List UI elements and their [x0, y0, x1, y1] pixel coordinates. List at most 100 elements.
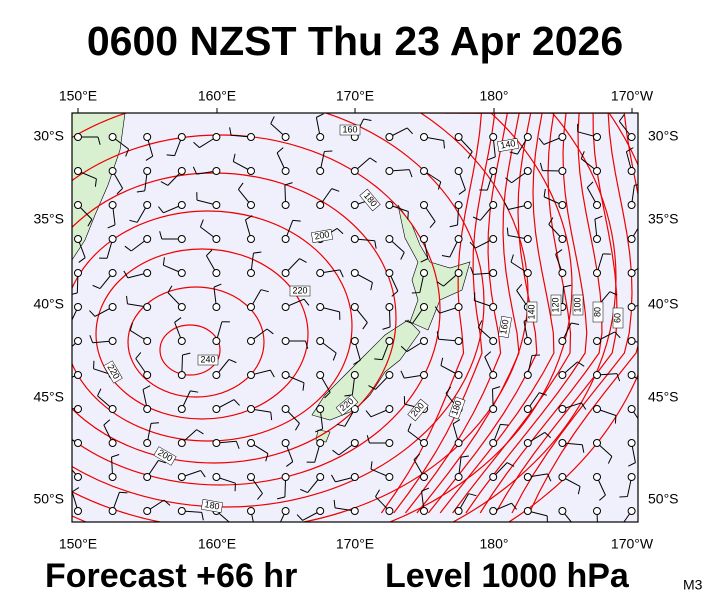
barb-feather: [577, 361, 585, 367]
barb-station: [74, 405, 82, 413]
barb-station: [489, 405, 498, 413]
barb-feather: [126, 295, 128, 304]
lat-label-right: 35°S: [648, 211, 679, 227]
barb-station: [177, 201, 186, 209]
barb-station: [143, 201, 152, 209]
barb-feather: [548, 217, 554, 225]
barb-feather: [94, 178, 97, 187]
barb-feather: [441, 255, 450, 258]
barb-feather: [468, 493, 477, 497]
barb-station: [385, 371, 394, 379]
barb-feather: [270, 412, 273, 421]
barb-feather: [443, 140, 445, 149]
contour-label: 220: [289, 285, 311, 297]
barb-feather: [400, 370, 405, 379]
barb-feather: [129, 322, 133, 331]
barb-station: [281, 167, 290, 175]
barb-feather: [333, 499, 336, 508]
barb-station: [454, 371, 463, 379]
barb-feather: [72, 487, 80, 493]
contour-label-box: [407, 398, 429, 422]
barb-station: [247, 507, 255, 515]
barb-feather: [55, 375, 60, 382]
barb-station: [350, 201, 359, 209]
barb-station: [316, 167, 325, 175]
barb-feather: [500, 423, 509, 426]
contour-label: 120: [550, 294, 562, 316]
barb-feather: [504, 202, 509, 210]
lat-label-right: 45°S: [648, 389, 679, 405]
isobar: [511, 113, 633, 514]
barb-station: [212, 371, 221, 379]
barb-feather: [269, 528, 277, 529]
contour-label-text: 140: [500, 138, 517, 150]
barb-station: [593, 201, 601, 209]
barb-feather: [89, 310, 96, 317]
barb-feather: [469, 241, 476, 249]
barb-station: [627, 133, 636, 141]
barb-feather: [363, 118, 372, 121]
lon-label-bottom: 150°E: [59, 536, 97, 552]
barb-station: [316, 439, 325, 447]
barb-station: [108, 167, 117, 175]
lon-label-top: 170°W: [611, 88, 654, 104]
barb-feather: [160, 181, 169, 186]
barb-station: [489, 269, 498, 277]
barb-feather: [336, 423, 345, 427]
barb-feather: [452, 419, 461, 425]
contour-label-box: [550, 294, 562, 316]
barb-station: [420, 167, 428, 175]
contour-label-box: [612, 307, 624, 329]
barb-feather: [492, 386, 501, 390]
barb-feather: [581, 402, 587, 410]
barb-station: [212, 167, 221, 175]
barb-station: [247, 201, 255, 209]
barb-station: [627, 439, 636, 447]
barb-feather: [477, 320, 483, 328]
barb-feather: [577, 486, 581, 495]
barb-feather: [129, 219, 138, 223]
barb-station: [143, 235, 152, 243]
barb-feather: [119, 491, 128, 494]
barb-feather: [618, 114, 625, 122]
barb-feather: [65, 455, 70, 462]
barb-station: [489, 439, 498, 447]
barb-station: [558, 167, 567, 175]
barb-station: [385, 235, 394, 243]
barb-station: [212, 201, 221, 209]
barb-feather: [232, 153, 236, 162]
barb-station: [281, 201, 290, 209]
barb-station: [523, 201, 532, 209]
barb-feather: [539, 162, 543, 171]
barb-feather: [628, 462, 636, 467]
barb-station: [489, 133, 498, 141]
barb-feather: [616, 373, 621, 382]
barb-feather: [599, 494, 606, 501]
barb-feather: [353, 359, 361, 365]
barb-feather: [408, 169, 413, 178]
model-label: M3: [683, 577, 703, 593]
barb-station: [489, 201, 498, 209]
contour-label: 100: [572, 294, 584, 316]
barb-station: [316, 371, 325, 379]
contour-label: 200: [153, 446, 177, 466]
barb-feather: [299, 258, 307, 263]
barb-feather: [436, 331, 440, 340]
barb-station: [593, 439, 601, 447]
barb-station: [177, 269, 186, 277]
lat-label-left: 35°S: [33, 211, 64, 227]
barb-station: [108, 473, 117, 481]
contour-label: 180: [448, 396, 466, 420]
barb-station: [143, 133, 152, 141]
barb-station: [385, 133, 394, 141]
barb-station: [523, 269, 532, 277]
contour-label: 160: [498, 315, 512, 339]
barb-station: [454, 235, 463, 243]
lon-label-top: 170°E: [336, 88, 374, 104]
contour-label-box: [526, 301, 538, 323]
barb-feather: [142, 385, 151, 390]
contour-label-box: [448, 396, 466, 420]
barb-station: [627, 269, 636, 277]
barb-feather: [158, 206, 164, 214]
isobar: [95, 248, 309, 420]
